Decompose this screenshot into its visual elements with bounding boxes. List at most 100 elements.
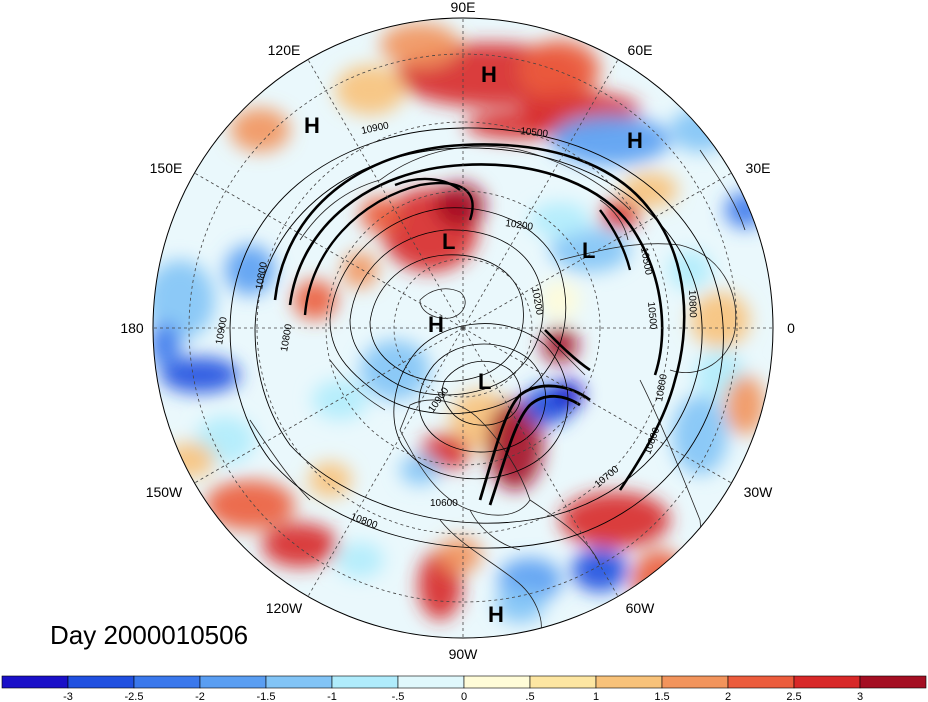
anomaly-patch <box>672 395 728 475</box>
low-pressure-marker: L <box>478 369 491 394</box>
high-pressure-marker: H <box>627 128 643 153</box>
anomaly-patch <box>435 183 485 227</box>
contour-label: 10800 <box>254 261 270 291</box>
longitude-label: 90E <box>451 0 476 15</box>
colorbar-tick-label: 0 <box>461 691 467 702</box>
colorbar-tick-label: .5 <box>525 691 534 702</box>
high-pressure-marker: H <box>481 62 497 87</box>
colorbar-swatch <box>463 675 531 689</box>
meridian-line <box>462 327 732 484</box>
contour-label: 10200 <box>505 218 535 233</box>
colorbar: -3 -2.5 -2 -1.5 -1 -.5 0 .5 1 1.5 2 2.5 3 <box>1 675 927 702</box>
anomaly-patch <box>725 375 765 435</box>
anomaly-patch <box>293 280 337 320</box>
longitude-label: 30E <box>746 160 771 176</box>
anomaly-patch <box>530 202 590 238</box>
meridian-line <box>462 327 619 597</box>
longitude-label: 120W <box>266 600 303 616</box>
longitude-label: 0 <box>787 320 795 336</box>
contour-label: 10600 <box>430 498 458 509</box>
anomaly-patch <box>550 228 630 272</box>
colorbar-swatch <box>793 675 861 689</box>
longitude-label: 150W <box>146 484 183 500</box>
meridian-line <box>194 327 464 484</box>
colorbar-tick-label: -3 <box>63 691 73 702</box>
anomaly-patch <box>336 542 384 578</box>
colorbar-swatch <box>529 675 597 689</box>
colorbar-swatch <box>661 675 729 689</box>
longitude-label: 60E <box>628 42 653 58</box>
contour-label: 10800 <box>279 323 295 353</box>
anomaly-patch <box>380 23 460 67</box>
anomaly-patch <box>160 357 240 393</box>
colorbar-tick-label: -1.5 <box>257 691 276 702</box>
contour-label: 10800 <box>654 373 670 403</box>
anomaly-patch <box>230 108 290 152</box>
contour-label: 10900 <box>214 316 230 346</box>
anomaly-patch <box>550 115 670 165</box>
meridian-line <box>307 327 464 597</box>
colorbar-swatch <box>133 675 201 689</box>
anomaly-patch <box>153 323 181 367</box>
anomaly-patch <box>165 442 215 478</box>
colorbar-swatch <box>1 675 69 689</box>
colorbar-tick-label: 2.5 <box>786 691 801 702</box>
anomaly-patch <box>312 380 368 420</box>
contour-label: 10500 <box>520 126 549 140</box>
anomaly-patch <box>520 40 600 100</box>
meridian-line <box>462 59 619 329</box>
colorbar-swatch <box>727 675 795 689</box>
anomaly-patch <box>342 252 378 288</box>
longitude-label: 60W <box>626 600 656 616</box>
high-pressure-marker: H <box>488 602 504 627</box>
anomaly-patch <box>360 197 400 233</box>
anomaly-patch <box>262 523 338 567</box>
low-pressure-marker: L <box>442 229 455 254</box>
longitude-labels: 90E 60E 30E 0 30W 60W 90W 120W 150W 180 … <box>120 0 795 662</box>
contour-label: 10500 <box>645 301 658 330</box>
anomaly-patch <box>335 65 405 115</box>
anomaly-patch <box>540 280 580 320</box>
figure-title: Day 2000010506 <box>50 620 249 650</box>
colorbar-tick-label: -.5 <box>392 691 405 702</box>
contour-label: 10200 <box>529 287 545 317</box>
colorbar-swatch <box>859 675 927 689</box>
globe-outline <box>152 17 774 639</box>
colorbar-swatch <box>331 675 399 689</box>
anomaly-patch <box>495 587 545 623</box>
longitude-label: 30W <box>744 484 774 500</box>
colorbar-swatch <box>67 675 135 689</box>
pressure-centers: H H H L L H L H <box>304 62 643 627</box>
longitude-label: 90W <box>449 646 479 662</box>
colorbar-tick-label: 3 <box>857 691 863 702</box>
low-pressure-marker: L <box>582 238 595 263</box>
colorbar-tick-label: 2 <box>725 691 731 702</box>
colorbar-tick-label: -2 <box>195 691 205 702</box>
graticule <box>153 18 773 638</box>
anomaly-patch <box>560 492 670 548</box>
anomaly-patch <box>360 340 430 400</box>
anomaly-patch <box>670 108 730 152</box>
coastlines <box>249 145 746 636</box>
anomaly-patch <box>438 537 482 573</box>
contour-label: 10500 <box>638 247 654 277</box>
anomaly-patch <box>153 260 215 340</box>
anomaly-patch <box>572 548 628 592</box>
anomaly-patch <box>400 455 440 485</box>
longitude-label: 150E <box>150 160 183 176</box>
colorbar-tick-label: -1 <box>327 691 337 702</box>
contour-label: 10800 <box>686 290 698 319</box>
anomaly-patch <box>465 111 575 139</box>
high-pressure-marker: H <box>428 312 444 337</box>
colorbar-tick-label: 1.5 <box>654 691 669 702</box>
meridian-line <box>194 172 464 329</box>
colorbar-tick-label: -2.5 <box>125 691 144 702</box>
colorbar-swatch <box>265 675 333 689</box>
colorbar-swatch <box>397 675 465 689</box>
anomaly-patch <box>725 192 765 228</box>
high-pressure-marker: H <box>304 113 320 138</box>
colorbar-swatch <box>595 675 663 689</box>
meridian-line <box>462 172 732 329</box>
colorbar-tick-label: 1 <box>593 691 599 702</box>
